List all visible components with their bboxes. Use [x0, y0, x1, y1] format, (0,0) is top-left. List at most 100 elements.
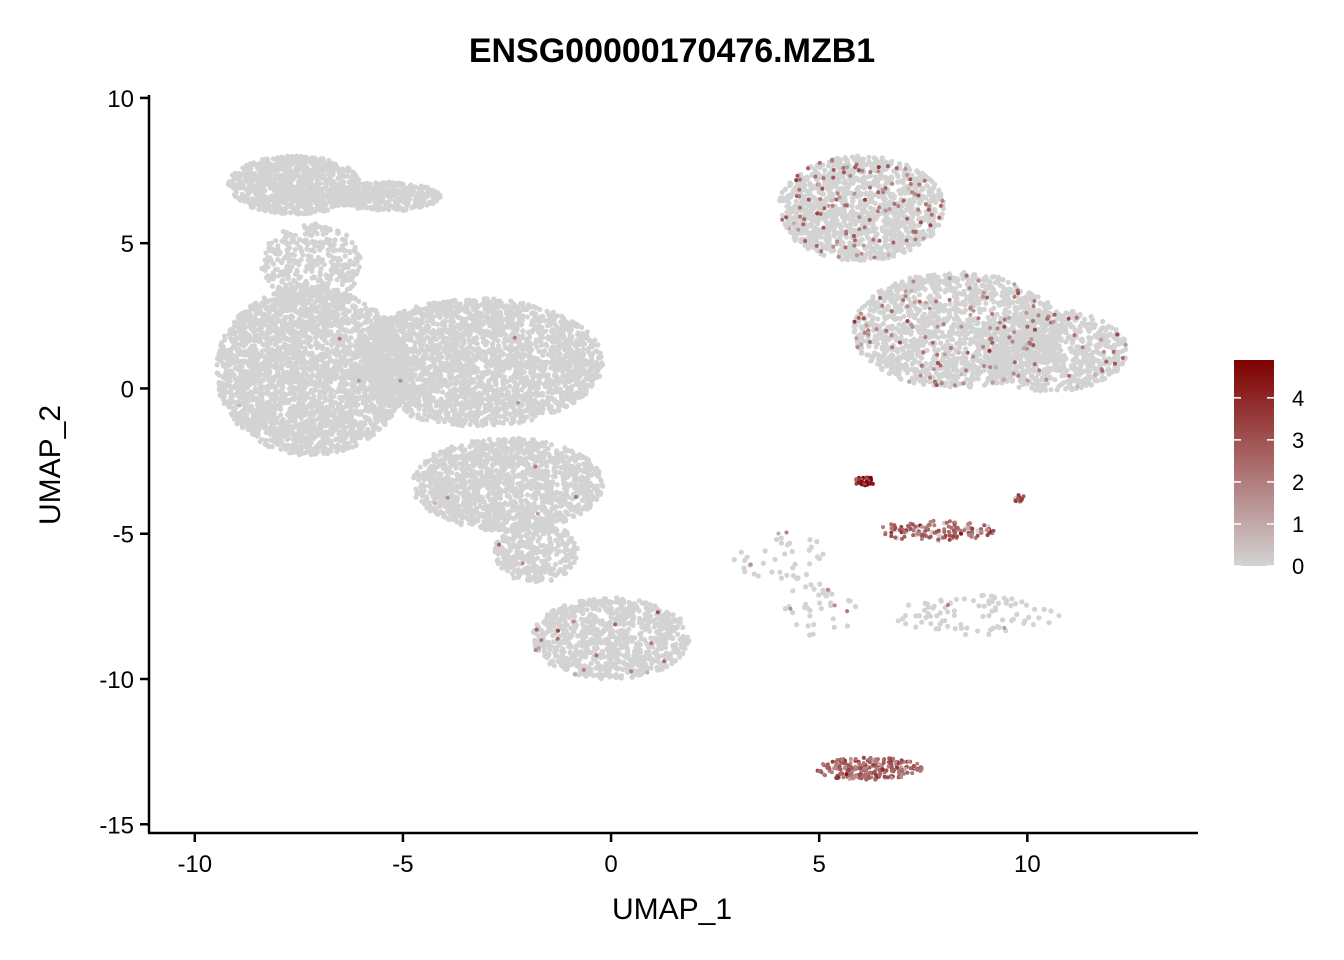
cell-point [273, 183, 278, 188]
cell-point [265, 416, 270, 421]
cell-point [323, 354, 328, 359]
cell-point [238, 390, 243, 395]
cell-point [284, 361, 289, 366]
cell-point [334, 353, 339, 358]
cell-point [313, 380, 318, 385]
cell-point [302, 164, 307, 169]
cell-point [285, 248, 290, 253]
cell-point [330, 302, 335, 307]
cell-point [385, 181, 390, 186]
cell-point [349, 201, 354, 206]
cell-point [292, 253, 297, 258]
cell-point [371, 410, 376, 415]
cell-point [326, 318, 331, 323]
cell-point [305, 405, 310, 410]
cell-point [274, 326, 279, 331]
cell-point [365, 205, 370, 210]
cell-point [309, 276, 314, 281]
cell-point [323, 301, 328, 306]
cell-point [259, 350, 264, 355]
cell-point [267, 378, 272, 383]
cell-point [327, 177, 332, 182]
cell-point [386, 194, 391, 199]
cell-point [313, 173, 318, 178]
cell-point [252, 326, 257, 331]
cell-point [293, 295, 298, 300]
cell-point [236, 352, 241, 357]
cell-point [311, 224, 316, 229]
cell-point [313, 159, 318, 164]
cell-point [240, 375, 245, 380]
cell-point [277, 318, 282, 323]
cell-point [315, 344, 320, 349]
cell-point [262, 385, 267, 390]
cell-point [262, 295, 267, 300]
cell-point [356, 299, 361, 304]
cell-point [338, 327, 343, 332]
cell-point [316, 201, 321, 206]
cell-point [298, 178, 303, 183]
cell-point [286, 274, 291, 279]
cell-point [294, 211, 299, 216]
cell-point [353, 245, 358, 250]
cell-point [293, 300, 298, 305]
cell-point [263, 199, 268, 204]
cell-point [232, 392, 237, 397]
cell-point [268, 385, 273, 390]
cell-point [365, 436, 370, 441]
cell-point [339, 187, 344, 192]
cell-point [290, 364, 295, 369]
cell-point [249, 417, 254, 422]
cell-point [270, 198, 275, 203]
cell-point [343, 254, 348, 259]
cell-point [294, 333, 299, 338]
cell-point [269, 168, 274, 173]
cell-point [289, 328, 294, 333]
cell-point [314, 288, 319, 293]
cell-point [343, 328, 348, 333]
cell-point [291, 307, 296, 312]
cell-point [344, 233, 349, 238]
cell-point [363, 306, 368, 311]
cell-point [268, 182, 273, 187]
cell-point [321, 446, 326, 451]
cell-point [333, 319, 338, 324]
cell-point [337, 200, 342, 205]
cell-point [340, 317, 345, 322]
cell-point [341, 443, 346, 448]
cell-point [395, 181, 400, 186]
cell-point [252, 363, 257, 368]
cell-point [293, 233, 298, 238]
cell-point [292, 409, 297, 414]
cell-point [254, 338, 259, 343]
cell-point [234, 323, 239, 328]
cell-point [332, 293, 337, 298]
cell-point [283, 254, 288, 259]
cell-point [313, 399, 318, 404]
cell-point [266, 278, 271, 283]
cell-point [279, 399, 284, 404]
cell-point [259, 170, 264, 175]
cell-point [320, 290, 325, 295]
chart-title: ENSG00000170476.MZB1 [469, 32, 875, 70]
cell-point [313, 334, 318, 339]
cell-point [297, 189, 302, 194]
cell-point [333, 256, 338, 261]
cell-point [250, 395, 255, 400]
cell-point [243, 394, 248, 399]
cell-point [283, 308, 288, 313]
cell-point [366, 416, 371, 421]
cell-point [308, 418, 313, 423]
cell-point [276, 292, 281, 297]
cell-point [287, 411, 292, 416]
cell-point [330, 337, 335, 342]
cell-point [427, 200, 432, 205]
cell-point [304, 290, 309, 295]
cell-point [317, 277, 322, 282]
cell-point [229, 411, 234, 416]
cell-point [326, 189, 331, 194]
cell-point [303, 238, 308, 243]
cell-point [431, 188, 436, 193]
cell-point [284, 336, 289, 341]
cell-point [215, 362, 220, 367]
